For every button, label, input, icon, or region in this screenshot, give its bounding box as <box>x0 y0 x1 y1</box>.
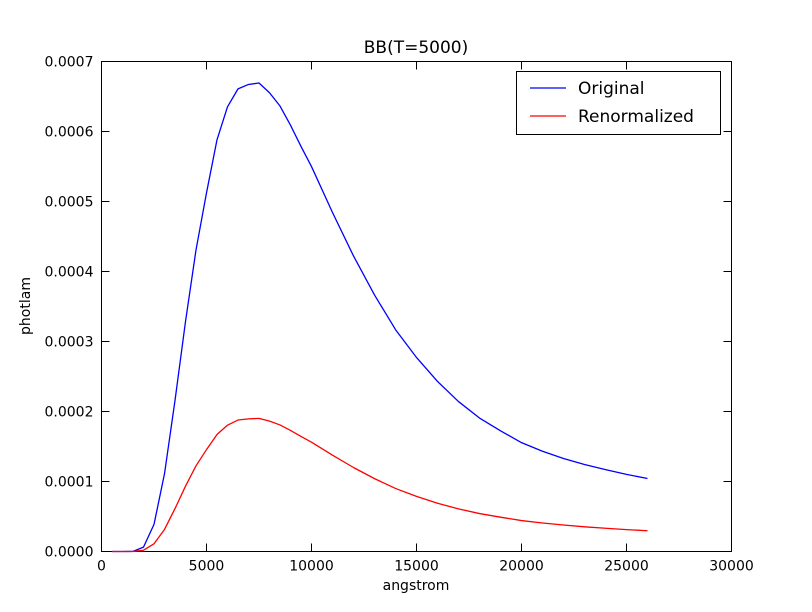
series-line-original <box>112 82 648 553</box>
y-tick-label-3: 0.0003 <box>45 335 94 351</box>
y-tick-label-0: 0.0000 <box>45 545 94 561</box>
x-tick-label-3: 15000 <box>394 559 439 575</box>
x-tick-label-6: 30000 <box>709 559 754 575</box>
y-tick-label-5: 0.0005 <box>45 195 94 211</box>
legend-renormalized-label: Renormalized <box>578 107 694 127</box>
y-tick-label-6: 0.0006 <box>45 125 94 141</box>
y-tick-label-1: 0.0001 <box>45 475 94 491</box>
y-tick-label-2: 0.0002 <box>45 405 94 421</box>
plot-frame <box>101 61 732 552</box>
legend-box <box>516 71 721 135</box>
chart-title: BB(T=5000) <box>364 38 468 58</box>
series-layer <box>112 82 648 553</box>
y-tick-label-7: 0.0007 <box>45 55 94 71</box>
y-axis-label: photlam <box>18 277 34 335</box>
x-tick-label-1: 5000 <box>189 559 225 575</box>
y-tick-label-4: 0.0004 <box>45 265 94 281</box>
x-tick-label-0: 0 <box>97 559 106 575</box>
y-axis-ticks: 0.0000 0.0001 0.0002 0.0003 0.0004 0.0005 0.00… <box>45 55 732 561</box>
legend-original-label: Original <box>578 79 645 99</box>
x-tick-label-4: 20000 <box>499 559 544 575</box>
plot-area: 0 5000 10000 15000 20000 25000 30000 0.00000.0… <box>45 55 754 575</box>
x-axis-label: angstrom <box>383 578 450 594</box>
x-axis-ticks: 0 5000 10000 15000 20000 25000 30000 <box>97 61 754 575</box>
series-line-renormalized <box>112 417 648 553</box>
legend: Original Renormalized <box>516 71 721 135</box>
x-tick-label-5: 25000 <box>604 559 649 575</box>
x-tick-label-2: 10000 <box>289 559 334 575</box>
